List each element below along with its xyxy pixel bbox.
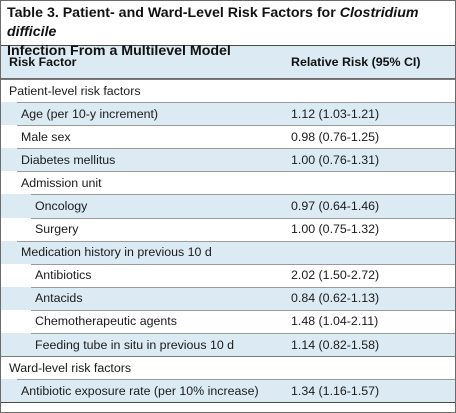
table-row: Age (per 10-y increment) 1.12 (1.03-1.21) [1, 102, 455, 126]
table-row: Medication history in previous 10 d [1, 240, 455, 264]
risk-factor-cell: Antacids [35, 291, 83, 306]
risk-factor-cell: Ward-level risk factors [9, 361, 132, 376]
table-header-row: Risk Factor Relative Risk (95% CI) [1, 46, 455, 79]
relative-risk-cell: 1.00 (0.76-1.31) [291, 152, 380, 167]
table-bottom-rule [1, 402, 455, 404]
risk-factor-cell: Antibiotic exposure rate (per 10% increa… [21, 383, 259, 398]
caption-organism: Clostridium difficile [7, 5, 419, 40]
table-row: Antibiotics 2.02 (1.50-2.72) [1, 263, 455, 287]
table-row: Surgery 1.00 (0.75-1.32) [1, 217, 455, 241]
relative-risk-cell: 1.34 (1.16-1.57) [291, 383, 380, 398]
risk-factor-cell: Male sex [21, 129, 71, 144]
risk-factor-cell: Feeding tube in situ in previous 10 d [35, 337, 235, 352]
risk-factor-cell: Surgery [35, 222, 79, 237]
risk-factor-cell: Patient-level risk factors [9, 84, 141, 99]
relative-risk-cell: 0.84 (0.62-1.13) [291, 291, 380, 306]
relative-risk-cell: 1.12 (1.03-1.21) [291, 106, 380, 121]
risk-factor-cell: Admission unit [21, 175, 102, 190]
risk-factor-cell: Diabetes mellitus [21, 152, 116, 167]
table-row: Oncology 0.97 (0.64-1.46) [1, 194, 455, 218]
risk-factor-cell: Oncology [35, 199, 88, 214]
relative-risk-cell: 2.02 (1.50-2.72) [291, 268, 380, 283]
table-row: Admission unit [1, 171, 455, 194]
relative-risk-cell: 1.14 (0.82-1.58) [291, 337, 380, 352]
table-row: Patient-level risk factors [1, 79, 455, 102]
table-row: Chemotherapeutic agents 1.48 (1.04-2.11) [1, 309, 455, 333]
table-body: Patient-level risk factors Age (per 10-y … [1, 79, 455, 404]
relative-risk-cell: 1.00 (0.75-1.32) [291, 222, 380, 237]
table-row: Antacids 0.84 (0.62-1.13) [1, 286, 455, 310]
column-header-relative-risk: Relative Risk (95% CI) [291, 55, 421, 69]
table-row: Male sex 0.98 (0.76-1.25) [1, 125, 455, 148]
caption-suffix: Infection From a Multilevel Model [7, 43, 231, 59]
column-header-risk-factor: Risk Factor [9, 55, 77, 69]
relative-risk-cell: 1.48 (1.04-2.11) [291, 314, 379, 329]
relative-risk-cell: 0.98 (0.76-1.25) [291, 129, 380, 144]
table-row: Antibiotic exposure rate (per 10% increa… [1, 379, 455, 403]
relative-risk-cell: 0.97 (0.64-1.46) [291, 199, 380, 214]
caption-prefix: Table 3. Patient- and Ward-Level Risk Fa… [7, 5, 340, 21]
risk-factor-cell: Medication history in previous 10 d [21, 245, 212, 260]
risk-factor-cell: Age (per 10-y increment) [21, 106, 159, 121]
risk-factor-cell: Chemotherapeutic agents [35, 314, 177, 329]
table-caption: Table 3. Patient- and Ward-Level Risk Fa… [1, 1, 455, 59]
risk-factor-cell: Antibiotics [35, 268, 92, 283]
table-row: Diabetes mellitus 1.00 (0.76-1.31) [1, 148, 455, 172]
table-row: Ward-level risk factors [1, 356, 455, 379]
table-row: Feeding tube in situ in previous 10 d 1.1… [1, 333, 455, 357]
